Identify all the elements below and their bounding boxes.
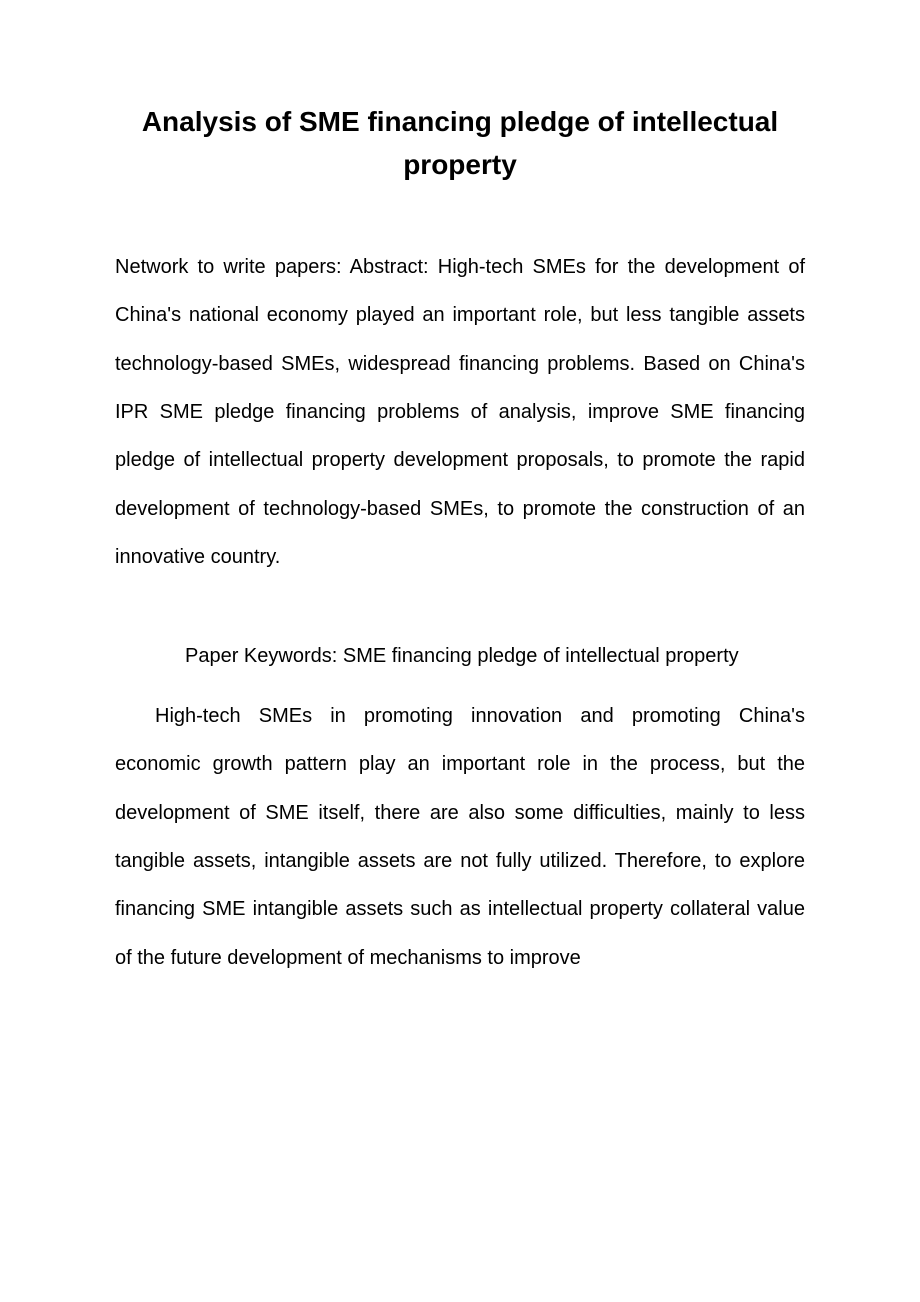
keywords-paragraph: Paper Keywords: SME financing pledge of … xyxy=(115,632,805,680)
abstract-paragraph: Network to write papers: Abstract: High-… xyxy=(115,243,805,582)
document-title: Analysis of SME financing pledge of inte… xyxy=(115,100,805,187)
body-paragraph-1: High-tech SMEs in promoting innovation a… xyxy=(115,692,805,982)
